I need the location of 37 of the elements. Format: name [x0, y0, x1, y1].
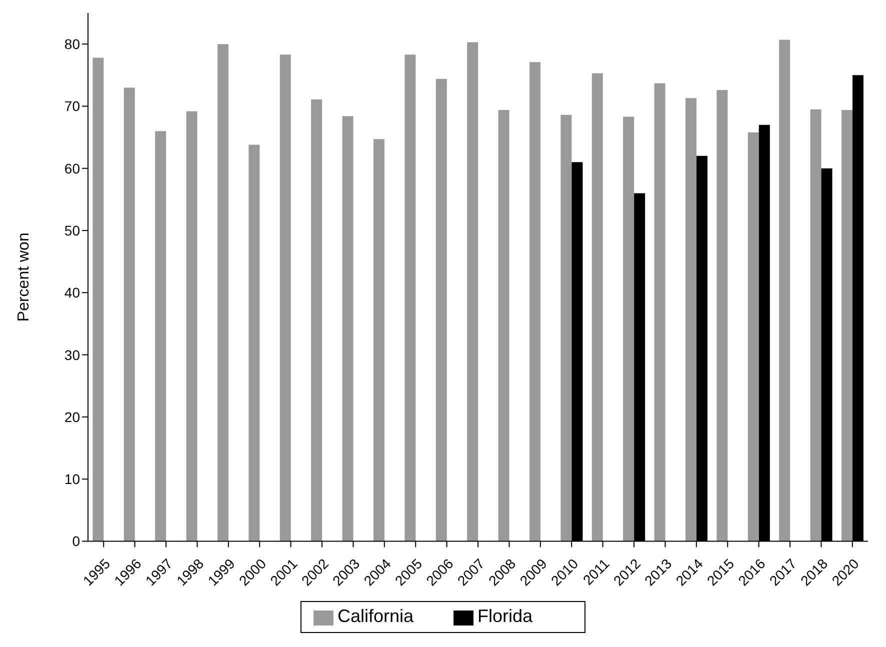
- bar: [592, 73, 603, 542]
- bar: [186, 111, 198, 542]
- y-tick-label: 50: [64, 222, 80, 238]
- y-tick-label: 0: [72, 533, 80, 550]
- y-tick-label: 30: [64, 346, 80, 363]
- legend-label: Florida: [478, 606, 533, 626]
- y-tick-label: 60: [64, 160, 80, 176]
- bar: [748, 132, 759, 542]
- y-tick-label: 40: [64, 284, 80, 301]
- y-tick-label: 10: [64, 471, 80, 488]
- bar: [217, 44, 228, 542]
- bar: [779, 40, 790, 542]
- bar: [436, 78, 447, 542]
- bar: [841, 110, 852, 542]
- bar: [623, 116, 634, 542]
- bar: [498, 110, 510, 542]
- y-tick-label: 20: [64, 408, 80, 425]
- bar: [373, 139, 384, 542]
- bar: [280, 54, 291, 542]
- bar: [529, 62, 540, 542]
- bar: [311, 99, 322, 542]
- bar: [404, 54, 416, 542]
- y-tick-label: 80: [64, 36, 80, 52]
- bar: [124, 88, 135, 542]
- bar: [810, 109, 822, 542]
- bar: [92, 58, 104, 542]
- bar: [685, 98, 696, 542]
- bar: [342, 116, 354, 542]
- bar: [560, 114, 572, 542]
- y-tick-label: 70: [64, 98, 80, 114]
- y-axis-title: Percent won: [16, 232, 33, 322]
- bar: [716, 90, 728, 542]
- bar: [467, 42, 478, 542]
- legend-label: California: [337, 606, 414, 626]
- bar: [654, 83, 666, 542]
- bar: [248, 144, 260, 542]
- bar: [155, 131, 166, 542]
